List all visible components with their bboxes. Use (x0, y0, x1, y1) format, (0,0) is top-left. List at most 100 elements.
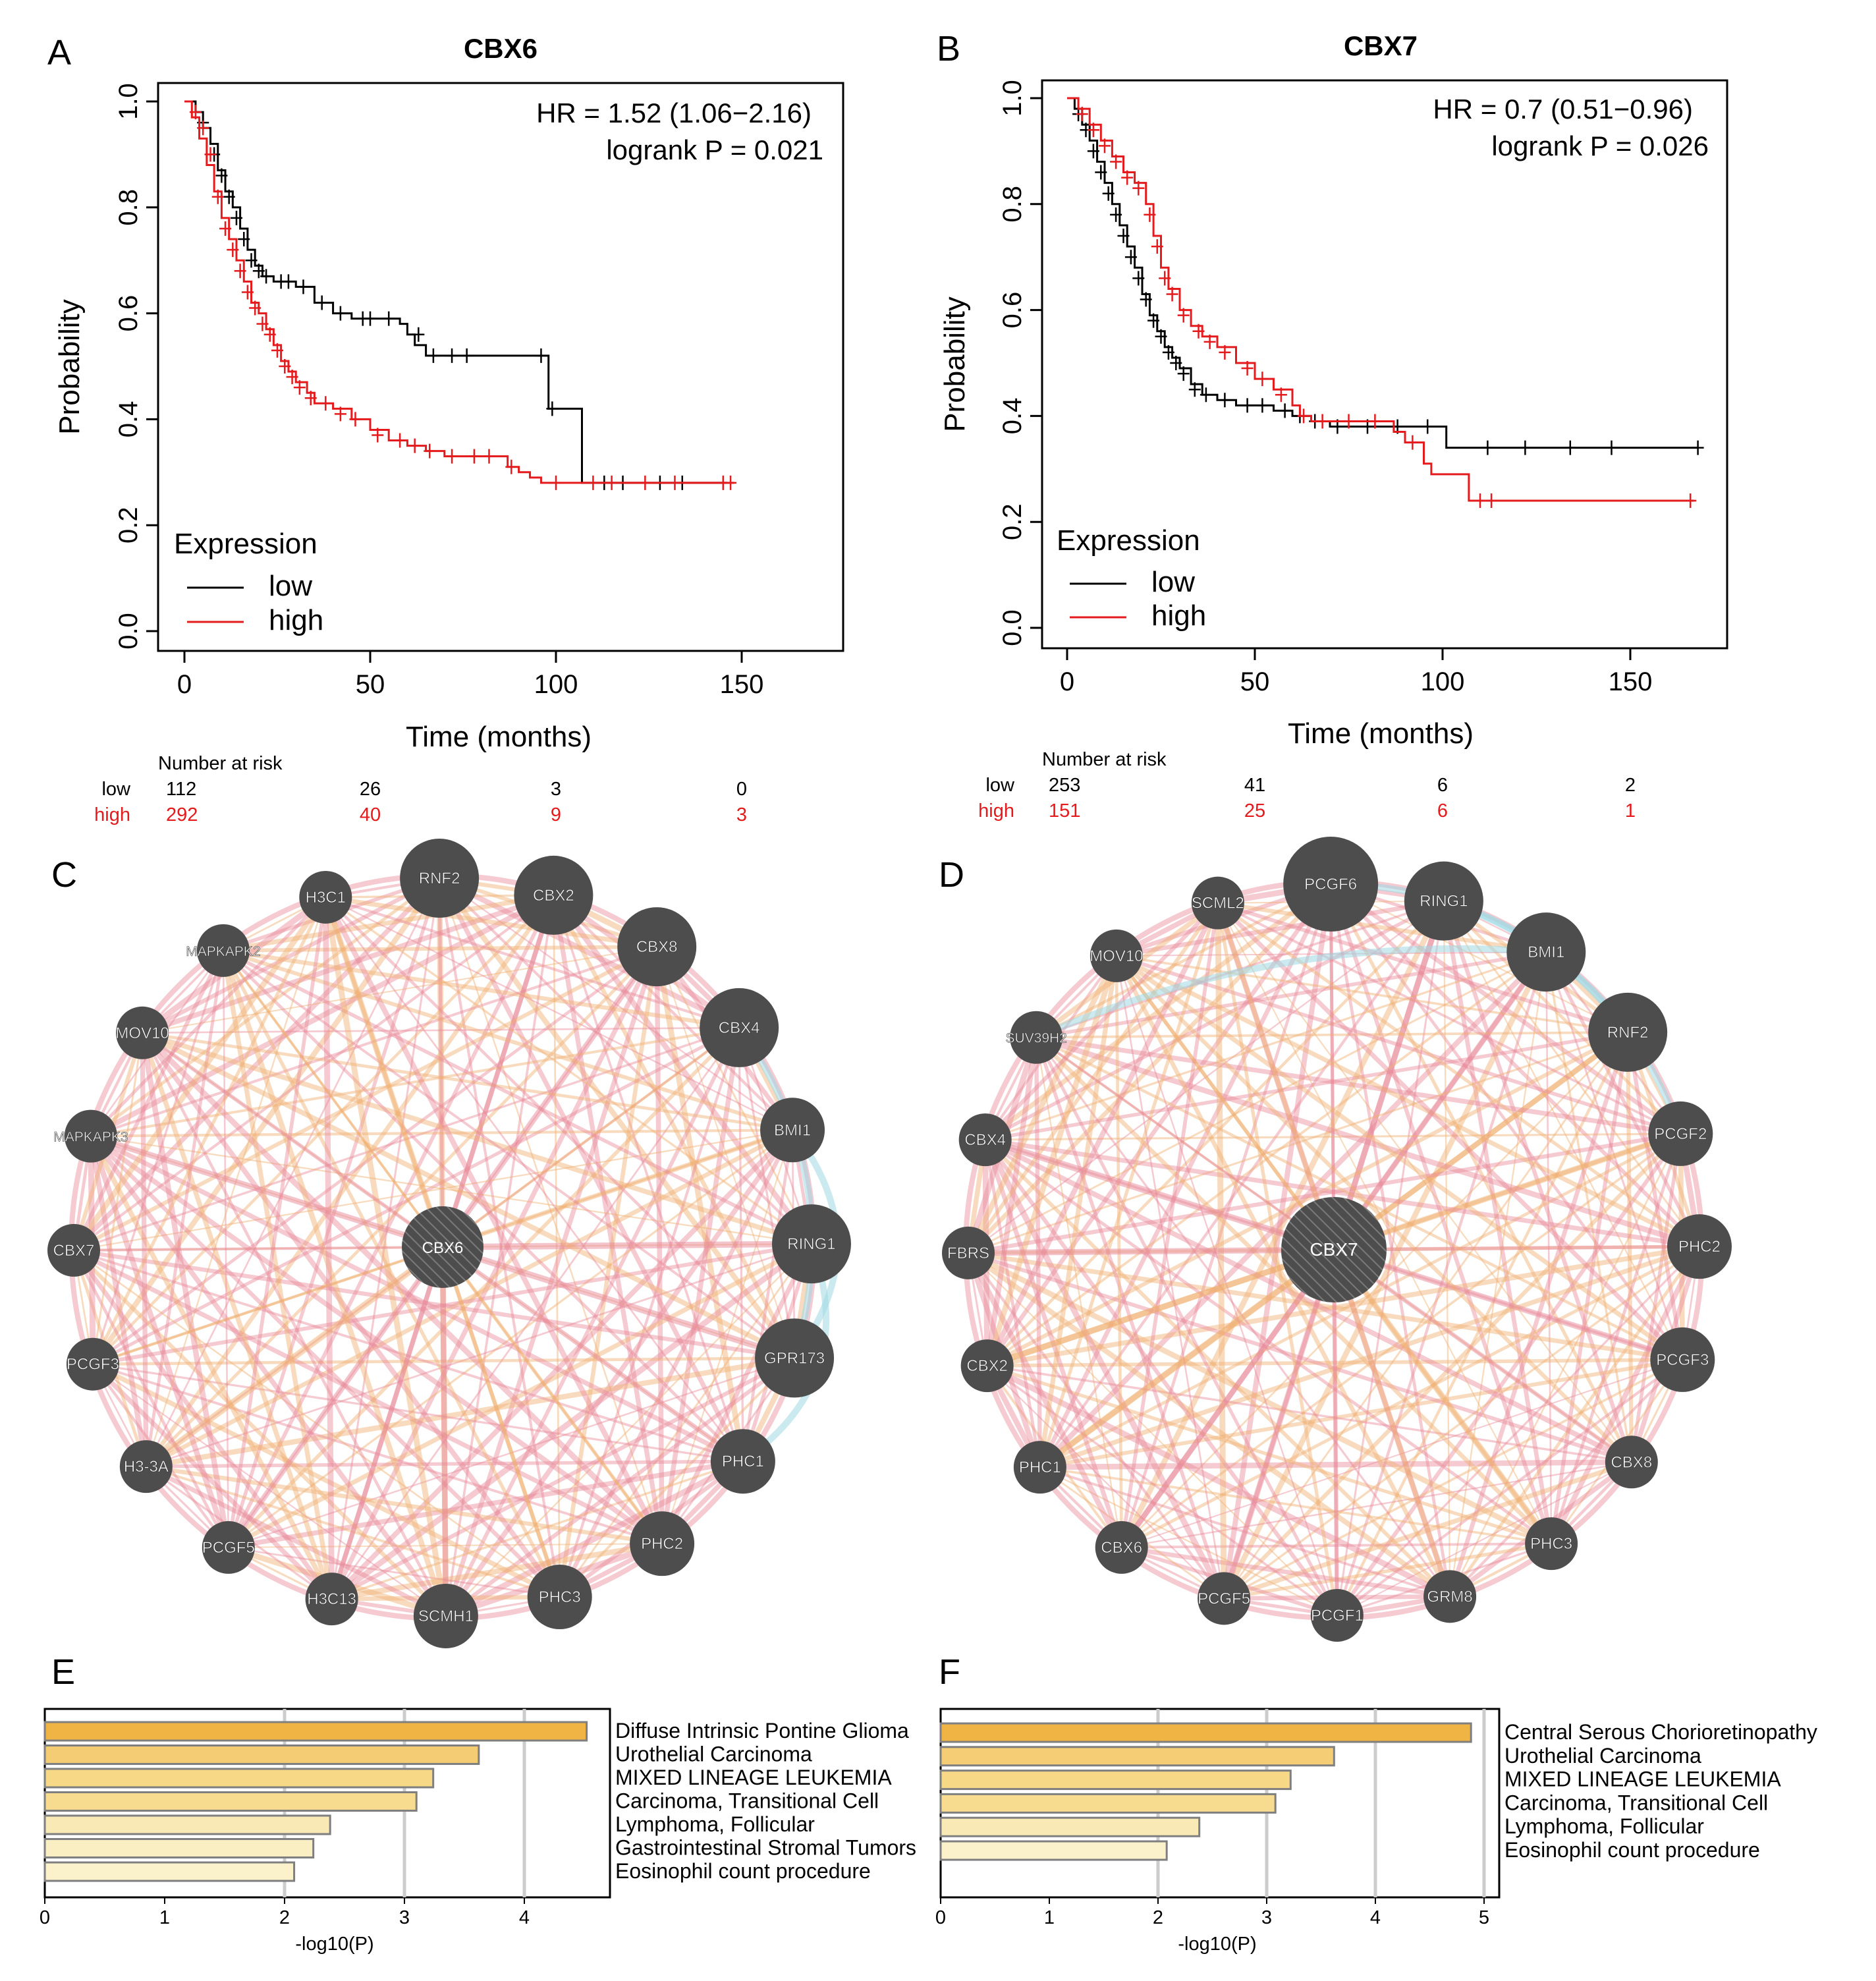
edge (72, 1249, 230, 1548)
legend-title: Expression (1057, 524, 1200, 557)
edge-highlight (1035, 945, 1547, 1041)
edge (983, 901, 1220, 1142)
risk-value: 6 (1437, 775, 1448, 796)
edge (968, 1246, 1335, 1256)
edge (1332, 951, 1549, 1251)
network-node (1198, 1572, 1251, 1625)
panel-letter-e: E (51, 1652, 75, 1692)
legend-title: Expression (174, 528, 317, 560)
bar (43, 1791, 418, 1812)
center-node (1281, 1197, 1387, 1302)
edge (72, 876, 441, 1252)
edge (1216, 901, 1684, 1362)
network-node-label: CBX2 (533, 887, 574, 905)
edge (92, 1032, 144, 1364)
edge (223, 949, 793, 1132)
edge (653, 946, 746, 1462)
edge (982, 1138, 1227, 1600)
bar (43, 1744, 480, 1765)
censor-mark-low (282, 274, 294, 289)
x-tick-label: 0 (1060, 667, 1074, 696)
censor-mark-high (1342, 414, 1355, 429)
edge (437, 878, 445, 1248)
network-node (1310, 1588, 1364, 1642)
network-node-label: GPR173 (764, 1349, 825, 1367)
network-node (119, 1440, 173, 1493)
censor-mark-high (211, 189, 224, 204)
x-tick-label: 4 (519, 1907, 530, 1928)
edge (139, 1032, 231, 1548)
edge (1115, 954, 1684, 1362)
x-tick-label: 3 (399, 1907, 410, 1928)
censor-mark-low (1170, 356, 1182, 370)
censor-mark-high (1159, 271, 1171, 286)
censor-mark-high (219, 221, 232, 236)
edge (1120, 1031, 1629, 1548)
edge (1217, 903, 1553, 1544)
edge (1121, 1461, 1632, 1549)
edge (987, 1244, 1700, 1368)
bar-category-label: Carcinoma, Transitional Cell (615, 1789, 879, 1813)
network-node (760, 1098, 825, 1163)
network-node-label: PCGF6 (1304, 876, 1357, 893)
axes: 0.0 0.2 0.4 0.6 0.8 1.0 0 50 100 150 (114, 83, 763, 699)
edge (222, 949, 796, 1359)
edge (655, 946, 813, 1244)
edge-highlight (736, 1025, 815, 1359)
network-node (1648, 1101, 1713, 1166)
x-tick-label: 2 (279, 1907, 290, 1928)
edge (738, 1027, 796, 1358)
edge (439, 1246, 449, 1617)
network-node (710, 1429, 775, 1494)
censor-mark-high (1684, 493, 1697, 509)
censor-mark-low (1132, 271, 1145, 286)
censor-mark-high (279, 359, 291, 374)
edge (1443, 899, 1682, 1135)
edge (1035, 883, 1332, 1039)
edge (1215, 902, 1337, 1251)
edge (1038, 1247, 1336, 1470)
censor-mark-high (1132, 181, 1145, 196)
network-node (630, 1511, 695, 1576)
censor-mark-low (446, 348, 458, 363)
logrank-label: logrank P = 0.026 (1491, 130, 1709, 161)
edge-highlight (1331, 881, 1631, 1034)
censor-mark-high (1256, 372, 1269, 387)
censor-mark-low (260, 269, 273, 284)
edge (329, 945, 659, 1600)
censor-mark-low (546, 401, 559, 416)
network-node (1404, 861, 1483, 941)
censor-mark-low (252, 264, 265, 279)
network-node (1283, 837, 1379, 932)
network-node (755, 1318, 835, 1398)
risk-value: 40 (360, 804, 381, 825)
edge (227, 1026, 741, 1549)
edge (966, 955, 1119, 1254)
edge (1222, 1132, 1682, 1600)
edge (228, 1546, 560, 1598)
censor-mark-high (227, 242, 239, 258)
censor-mark-high (394, 433, 406, 448)
edge (444, 1459, 744, 1619)
network-node (196, 924, 250, 977)
edge (142, 946, 657, 1034)
edge (144, 950, 225, 1467)
censor-mark-low (1519, 440, 1531, 455)
edge (90, 1133, 444, 1250)
edge (985, 1030, 1628, 1142)
censor-mark-high (468, 449, 480, 464)
bar (939, 1722, 1472, 1743)
network-node-label: CBX2 (966, 1357, 1008, 1375)
edge (1039, 1466, 1338, 1617)
edge (1331, 900, 1447, 1251)
edge (142, 1026, 740, 1034)
network-node-label: FBRS (947, 1244, 989, 1262)
edge (445, 895, 555, 1617)
censor-mark-high (1076, 107, 1088, 122)
network-node-label: PCGF1 (1311, 1607, 1364, 1625)
bar (939, 1770, 1292, 1791)
y-tick-label: 0.0 (998, 609, 1027, 646)
y-tick-label: 0.2 (114, 507, 143, 544)
edge (968, 1250, 1683, 1362)
censor-mark-low (238, 232, 250, 247)
